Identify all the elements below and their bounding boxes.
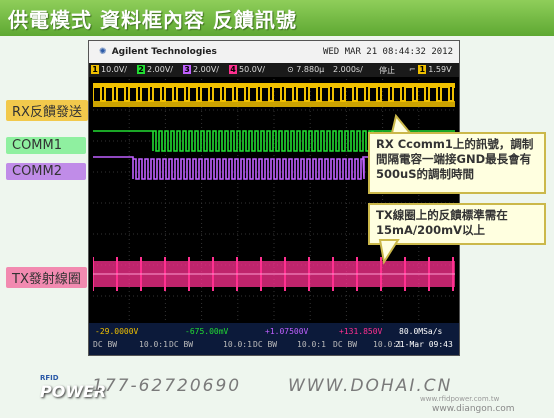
measure-1-coupling: DC BW <box>93 340 118 349</box>
ch3-trace <box>93 156 455 180</box>
channel-settings-row: 1 10.0V/ 2 2.00V/ 3 2.00V/ 4 50.0V/ ⊙ 7.880μ… <box>89 63 459 77</box>
watermark-rfidpower: www.rfidpower.com.tw <box>420 395 500 403</box>
waveform-svg <box>93 79 455 327</box>
measure-3-probe: 10.0:1 <box>297 340 326 349</box>
trigger-edge-icon: ⌐ <box>409 65 419 74</box>
ch2-trace <box>93 130 455 152</box>
label-comm1: COMM1 <box>6 137 86 154</box>
channel-2-badge: 2 <box>137 65 145 74</box>
slide-title-bar: 供電模式 資料框內容 反饋訊號 <box>0 0 554 36</box>
scope-brand: ✺ Agilent Technologies <box>99 47 217 57</box>
channel-1-setting: 1 10.0V/ <box>91 65 127 74</box>
label-tx-coil: TX發射線圈 <box>6 267 87 288</box>
waveform-plot <box>93 79 455 327</box>
delay-icon: ⊙ <box>287 65 297 74</box>
channel-3-setting: 3 2.00V/ <box>183 65 219 74</box>
ch1-trace-top <box>93 83 455 87</box>
oscilloscope-screen: ✺ Agilent Technologies WED MAR 21 08:44:… <box>88 40 460 356</box>
measurement-footer: -29.0000V DC BW 10.0:1 -675.00mV DC BW 1… <box>89 323 459 355</box>
channel-1-scale: 10.0V/ <box>101 65 127 74</box>
channel-3-scale: 2.00V/ <box>193 65 219 74</box>
sample-rate: 80.0MSa/s <box>399 327 443 336</box>
channel-3-badge: 3 <box>183 65 191 74</box>
channel-1-badge: 1 <box>91 65 99 74</box>
measure-3-coupling: DC BW <box>253 340 278 349</box>
measure-2-coupling: DC BW <box>169 340 194 349</box>
watermark-diangon: www.diangon.com <box>432 404 515 414</box>
label-rx-feedback: RX反饋發送 <box>6 100 88 121</box>
callout-comm1-note: RX Ccomm1上的訊號，調制間隔電容一端接GND最長會有500uS的調制時間 <box>368 132 546 194</box>
scope-header: ✺ Agilent Technologies WED MAR 21 08:44:… <box>89 41 459 63</box>
scope-brand-name: Agilent Technologies <box>111 47 217 57</box>
channel-4-badge: 4 <box>229 65 237 74</box>
handwritten-url: WWW.DOHAI.CN <box>288 376 453 396</box>
capture-date: 21-Mar 09:43 <box>395 340 453 349</box>
measure-4-value: +131.850V <box>339 327 383 336</box>
scope-datetime: WED MAR 21 08:44:32 2012 <box>322 47 453 57</box>
handwritten-phone: 177-62720690 <box>92 376 242 396</box>
logo-subtitle: RFID <box>40 374 59 382</box>
measure-4-probe: 10.0:1 <box>373 340 402 349</box>
trigger-setting: ⌐ 1 1.59V <box>409 65 452 74</box>
measure-1-value: -29.0000V <box>95 327 139 336</box>
timebase-scale: 2.000s/ <box>333 65 363 74</box>
logo-text: POWER <box>40 382 107 401</box>
label-comm2: COMM2 <box>6 163 86 180</box>
agilent-logo-icon: ✺ <box>99 47 107 57</box>
measure-1-probe: 10.0:1 <box>139 340 168 349</box>
measure-4-coupling: DC BW <box>333 340 358 349</box>
timebase-delay: ⊙ 7.880μ <box>287 65 325 74</box>
run-state: 停止 <box>379 66 395 75</box>
rfid-power-logo: RFID POWER <box>40 374 107 401</box>
callout-tx-note: TX線圈上的反饋標準需在15mA/200mV以上 <box>368 203 546 245</box>
channel-4-scale: 50.0V/ <box>239 65 265 74</box>
channel-2-setting: 2 2.00V/ <box>137 65 173 74</box>
ch1-trace <box>93 86 455 102</box>
channel-2-scale: 2.00V/ <box>147 65 173 74</box>
measure-2-value: -675.00mV <box>185 327 229 336</box>
measure-2-probe: 10.0:1 <box>223 340 252 349</box>
channel-4-setting: 4 50.0V/ <box>229 65 265 74</box>
ch1-trace-band <box>93 101 455 107</box>
measure-3-value: +1.07500V <box>265 327 309 336</box>
slide-title: 供電模式 資料框內容 反饋訊號 <box>8 8 297 32</box>
